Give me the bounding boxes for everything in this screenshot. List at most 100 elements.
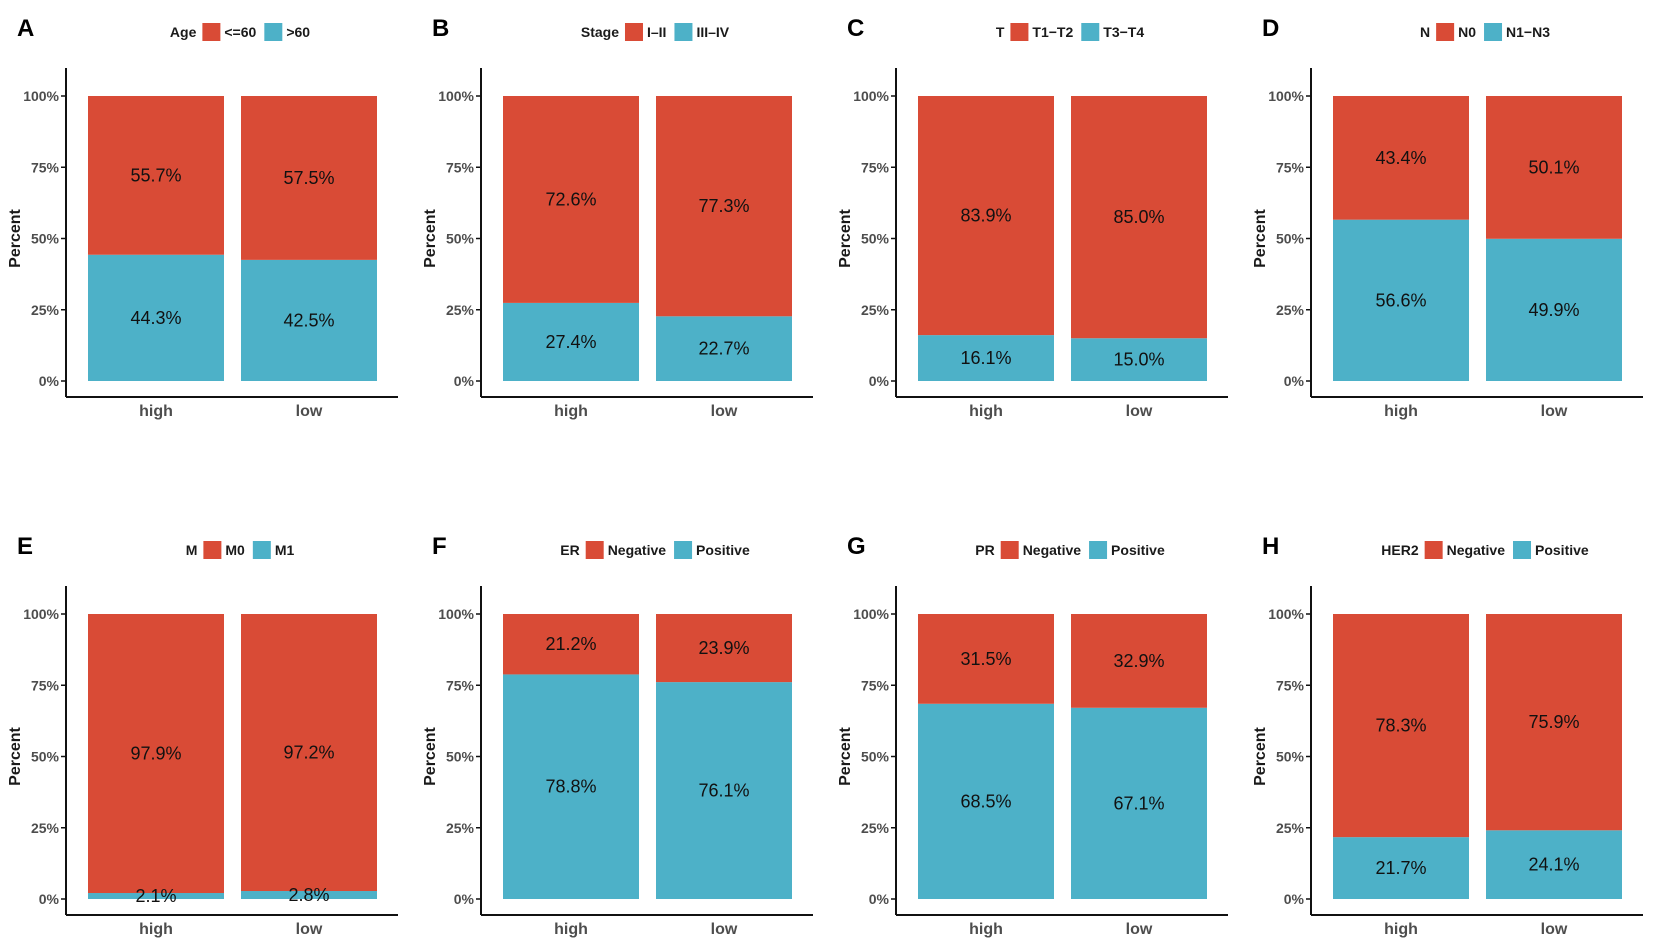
legend-label: III–IV <box>696 24 729 40</box>
y-tick-label: 50% <box>861 231 890 247</box>
bar-high-upper <box>88 614 224 894</box>
legend: Stage I–II III–IV <box>581 23 730 41</box>
data-label: 42.5% <box>283 310 334 330</box>
y-tick-label: 50% <box>446 231 475 247</box>
y-tick-label: 75% <box>1276 159 1305 175</box>
data-label: 77.3% <box>698 196 749 216</box>
legend-label: >60 <box>286 24 310 40</box>
y-tick-label: 0% <box>39 891 60 907</box>
chart-panel-d: D N N0 N1−N3 56.6% 43.4% high 49.9% 50.1% low 0% 25… <box>1252 15 1643 420</box>
y-tick-label: 100% <box>23 606 59 622</box>
data-label: 83.9% <box>960 206 1011 226</box>
legend-key-lower <box>1081 23 1100 41</box>
legend-key-lower <box>252 541 271 559</box>
y-axis-label: Percent <box>7 208 24 267</box>
y-tick-label: 100% <box>438 606 474 622</box>
legend-label: Negative <box>608 542 667 558</box>
legend-title: T <box>996 24 1005 40</box>
data-label: 57.5% <box>283 168 334 188</box>
bar-low-upper <box>1071 614 1207 708</box>
data-label: 44.3% <box>130 308 181 328</box>
panel-letter: D <box>1262 15 1279 42</box>
y-tick-label: 75% <box>31 677 60 693</box>
legend-label: T3−T4 <box>1103 24 1144 40</box>
data-label: 21.2% <box>545 634 596 654</box>
data-label: 31.5% <box>960 649 1011 669</box>
data-label: 43.4% <box>1375 148 1426 168</box>
legend: PR Negative Positive <box>975 541 1165 559</box>
bar-low-upper <box>656 96 792 317</box>
bar-high-lower <box>918 335 1054 381</box>
legend-title: ER <box>560 542 579 558</box>
y-tick-label: 100% <box>1268 606 1304 622</box>
legend-title: PR <box>975 542 994 558</box>
y-tick-label: 25% <box>1276 820 1305 836</box>
y-axis-label: Percent <box>422 208 439 267</box>
y-tick-label: 75% <box>861 677 890 693</box>
x-tick-label: low <box>711 403 738 420</box>
bar-high-lower <box>1333 219 1469 381</box>
legend-label: Negative <box>1447 542 1506 558</box>
bar-low-lower <box>1486 238 1622 381</box>
bar-high-upper <box>503 96 639 303</box>
y-tick-label: 50% <box>31 749 60 765</box>
data-label: 24.1% <box>1528 855 1579 875</box>
legend: Age <=60 >60 <box>170 23 310 41</box>
y-tick-label: 25% <box>446 820 475 836</box>
y-tick-label: 0% <box>1284 373 1305 389</box>
x-tick-label: low <box>1541 921 1568 938</box>
legend-label: N0 <box>1458 24 1476 40</box>
y-tick-label: 75% <box>446 159 475 175</box>
bar-high-upper <box>1333 614 1469 838</box>
y-tick-label: 0% <box>454 891 475 907</box>
legend-label: Positive <box>1535 542 1589 558</box>
data-label: 78.3% <box>1375 716 1426 736</box>
y-tick-label: 0% <box>869 891 890 907</box>
y-tick-label: 100% <box>853 88 889 104</box>
chart-panel-g: G PR Negative Positive 68.5% 31.5% high 67.1% 32… <box>837 533 1228 938</box>
legend-key-upper <box>624 23 643 41</box>
legend-label: Positive <box>1111 542 1165 558</box>
legend-label: <=60 <box>224 24 256 40</box>
bar-low-lower <box>1486 830 1622 899</box>
panel-letter: H <box>1262 533 1279 560</box>
x-tick-label: high <box>554 921 588 938</box>
legend-title: Stage <box>581 24 619 40</box>
y-tick-label: 25% <box>861 820 890 836</box>
x-tick-label: high <box>554 403 588 420</box>
chart-panel-a: A Age <=60 >60 44.3% 55.7% high 42.5% 57.5% low 0%… <box>7 15 398 420</box>
legend-key-upper <box>202 23 221 41</box>
y-axis-label: Percent <box>837 726 854 785</box>
bar-high-lower <box>503 674 639 899</box>
data-label: 32.9% <box>1113 651 1164 671</box>
y-tick-label: 75% <box>861 159 890 175</box>
x-tick-label: low <box>1126 403 1153 420</box>
x-tick-label: low <box>296 921 323 938</box>
legend: N N0 N1−N3 <box>1420 23 1550 41</box>
y-tick-label: 25% <box>31 302 60 318</box>
x-tick-label: low <box>1126 921 1153 938</box>
y-tick-label: 100% <box>438 88 474 104</box>
legend-key-lower <box>1089 541 1108 559</box>
chart-panel-e: E M M0 M1 2.1% 97.9% high 2.8% 97.2% low 0% 25% 50% 7… <box>7 533 398 938</box>
data-label: 50.1% <box>1528 157 1579 177</box>
y-tick-label: 100% <box>1268 88 1304 104</box>
panel-letter: F <box>432 533 447 560</box>
legend-label: Positive <box>696 542 750 558</box>
panel-letter: E <box>17 533 33 560</box>
legend-key-lower <box>674 23 693 41</box>
chart-panel-h: H HER2 Negative Positive 21.7% 78.3% high 24.1%… <box>1252 533 1643 938</box>
y-axis-label: Percent <box>1252 726 1269 785</box>
y-tick-label: 0% <box>869 373 890 389</box>
legend-key-upper <box>585 541 604 559</box>
y-axis-label: Percent <box>837 208 854 267</box>
y-axis-label: Percent <box>1252 208 1269 267</box>
bar-high-lower <box>88 893 224 899</box>
data-label: 21.7% <box>1375 858 1426 878</box>
bar-low-lower <box>656 682 792 899</box>
data-label: 16.1% <box>960 348 1011 368</box>
legend-label: T1−T2 <box>1032 24 1073 40</box>
bar-low-upper <box>241 96 377 260</box>
